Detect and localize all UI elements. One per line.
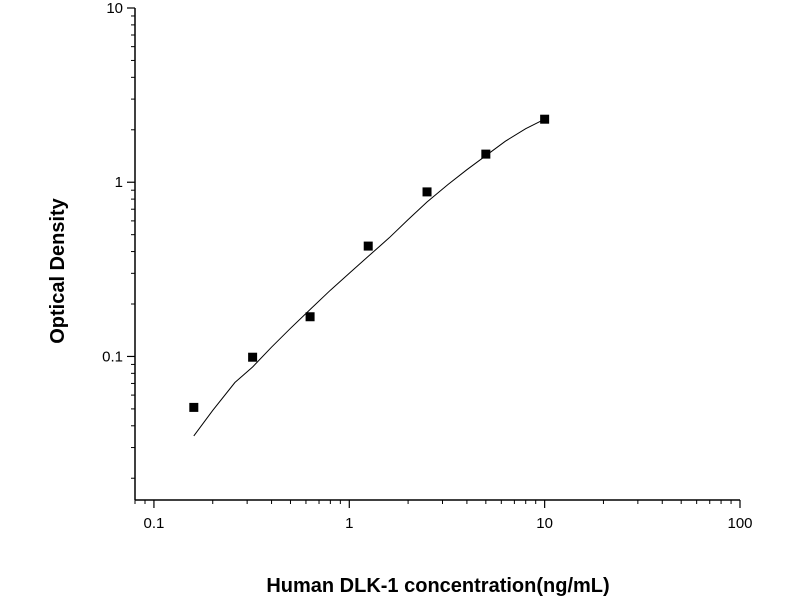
data-points bbox=[189, 114, 550, 412]
y-tick-label: 0.1 bbox=[102, 348, 123, 365]
y-tick-label: 1 bbox=[115, 174, 123, 191]
data-point bbox=[481, 149, 491, 159]
y-axis-title: Optical Density bbox=[47, 197, 69, 343]
x-axis-title: Human DLK-1 concentration(ng/mL) bbox=[266, 575, 609, 597]
data-point bbox=[248, 352, 258, 362]
data-point bbox=[189, 402, 199, 412]
data-point bbox=[540, 114, 550, 124]
x-tick-label: 0.1 bbox=[144, 515, 165, 532]
fit-curve-line bbox=[193, 118, 545, 437]
data-point bbox=[363, 241, 373, 251]
x-tick-label: 100 bbox=[727, 515, 752, 532]
y-axis-ticks: 0.1 1 10 bbox=[102, 0, 135, 479]
x-axis-ticks: 0.1 1 10 100 bbox=[134, 500, 753, 532]
y-tick-label: 10 bbox=[106, 0, 123, 17]
data-point bbox=[305, 312, 315, 322]
data-point bbox=[422, 187, 432, 197]
x-tick-label: 1 bbox=[345, 515, 353, 532]
x-tick-label: 10 bbox=[536, 515, 553, 532]
